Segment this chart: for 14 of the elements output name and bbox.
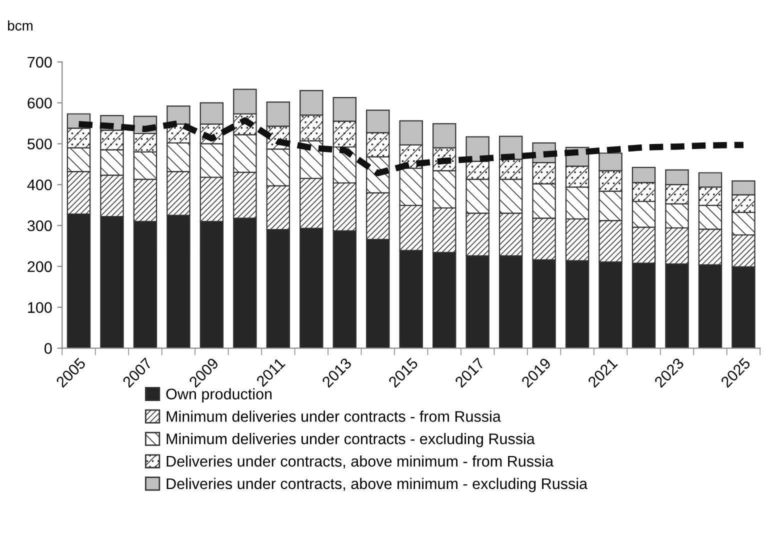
y-tick-label: 200 [28, 261, 52, 272]
legend-label: Deliveries under contracts, above minimum - from Russia [166, 455, 554, 469]
y-tick-label: 500 [28, 138, 52, 150]
legend-label: Minimum deliveries under contracts - from Russia [166, 410, 501, 422]
legend-label: Deliveries under contracts, above minimum - excluding Russia [166, 478, 588, 492]
y-tick-label: 0 [44, 343, 52, 354]
y-tick-label: 700 [28, 56, 52, 68]
y-tick-label: 400 [27, 179, 52, 190]
legend-label: Own production [166, 388, 272, 402]
y-tick-label: 100 [28, 302, 52, 313]
y-tick-label: 600 [28, 98, 52, 109]
y-axis-title: bcm [8, 20, 32, 31]
y-tick-label: 300 [28, 220, 52, 232]
legend-label: Minimum deliveries under contracts - excluding Russia [166, 433, 535, 448]
